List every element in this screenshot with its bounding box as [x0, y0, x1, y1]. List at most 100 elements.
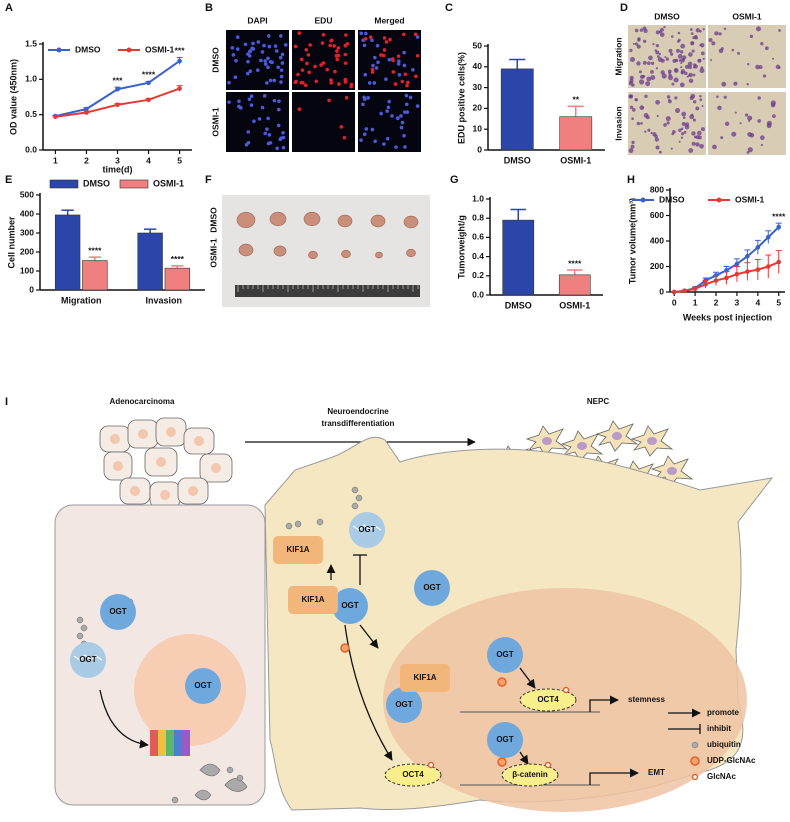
stained-cell	[684, 64, 690, 69]
cell-nucleus	[362, 43, 367, 48]
cell-nucleus	[268, 78, 273, 83]
cell-nucleus	[373, 139, 377, 144]
cell-nucleus	[413, 32, 418, 37]
cell-nucleus	[393, 82, 398, 86]
legend-label: GlcNAc	[707, 772, 736, 781]
stained-cell	[654, 137, 659, 142]
cell-nucleus	[396, 62, 401, 66]
ogt-protein	[185, 668, 221, 704]
stained-cell	[688, 74, 691, 77]
stained-cell	[677, 54, 683, 59]
row-label: Invasion	[613, 106, 623, 140]
cell-nucleus	[297, 107, 302, 111]
stained-cell	[680, 69, 686, 74]
stained-cell	[680, 62, 683, 65]
cell-nucleus	[414, 74, 418, 79]
stained-cell	[737, 51, 740, 55]
node-label: OGT	[358, 525, 375, 534]
cell-nucleus	[255, 68, 260, 73]
stained-cell	[691, 131, 696, 136]
cell-nucleus	[328, 43, 332, 48]
stained-cell	[680, 43, 686, 49]
data-point	[84, 110, 89, 115]
stained-cell	[702, 28, 705, 31]
data-point	[713, 278, 719, 283]
significance: ***	[175, 46, 186, 56]
cell-nucleus	[402, 50, 406, 55]
cell-nucleus	[266, 34, 271, 38]
stained-cell	[708, 37, 713, 42]
stained-cell	[677, 40, 680, 43]
glcnac	[427, 761, 435, 769]
stained-cell	[643, 28, 648, 33]
stained-cell	[682, 116, 686, 119]
cell-nucleus	[400, 79, 405, 84]
stained-cell	[644, 130, 647, 133]
stained-cell	[631, 117, 634, 121]
stained-cell	[747, 147, 753, 153]
cell-nucleus	[234, 58, 238, 63]
bar	[502, 219, 535, 296]
stained-cell	[663, 25, 666, 29]
cell-nucleus	[293, 44, 298, 49]
cell-nucleus	[235, 35, 240, 40]
column-label: DAPI	[247, 15, 267, 25]
ogt-protein	[487, 722, 523, 758]
stained-cell	[661, 73, 667, 79]
stained-cell	[690, 41, 695, 46]
stained-cell	[760, 143, 764, 147]
stained-cell	[700, 127, 705, 132]
cell-nucleus	[265, 127, 269, 131]
data-point	[692, 286, 698, 292]
row-label: OSMI-1	[210, 107, 220, 137]
cell-nucleus	[250, 46, 254, 51]
y-tick-label: 1.0	[472, 193, 484, 203]
stained-cell	[656, 115, 659, 118]
kif1a-protein	[273, 536, 323, 564]
stained-cell	[650, 69, 654, 74]
stained-cell	[686, 75, 689, 78]
y-axis-label: OD value (450nm)	[8, 59, 18, 135]
cell-nucleus	[384, 77, 388, 81]
stained-cell	[640, 122, 643, 125]
cell-nucleus	[227, 80, 231, 85]
data-point	[755, 267, 761, 272]
cell-nucleus	[294, 79, 298, 84]
cell-nucleus	[320, 41, 325, 45]
proteasome	[150, 730, 190, 756]
stained-cell	[714, 31, 719, 36]
micrograph	[708, 25, 786, 88]
cell-nucleus	[252, 119, 256, 124]
stained-cell	[778, 29, 781, 32]
diagram-transition: transdifferentiation	[322, 419, 395, 428]
data-point	[765, 264, 771, 269]
cell-nucleus	[281, 145, 286, 150]
x-axis-label: Weeks post injection	[683, 312, 772, 322]
stained-cell	[690, 32, 694, 35]
stained-cell	[652, 42, 655, 46]
node-label: OGT	[341, 601, 358, 610]
tumor	[273, 245, 287, 257]
column-label: Merged	[374, 15, 404, 25]
stained-cell	[663, 123, 667, 127]
y-axis-label: EDU positive cells(%)	[456, 52, 466, 144]
y-tick-label: 0.0	[472, 289, 484, 299]
cell-nucleus	[364, 127, 369, 131]
data-point	[745, 253, 750, 259]
cell-nucleus	[244, 142, 249, 147]
stained-cell	[682, 55, 687, 60]
stained-cell	[692, 118, 696, 122]
stained-cell	[684, 71, 688, 76]
cell-nucleus	[303, 83, 308, 88]
data-point	[745, 269, 750, 274]
stained-cell	[749, 132, 755, 138]
cell-nucleus	[362, 97, 367, 102]
significance: ****	[568, 258, 582, 268]
data-point	[115, 86, 120, 92]
cell-nucleus	[265, 81, 269, 85]
stained-cell	[691, 141, 696, 146]
stained-cell	[691, 113, 694, 117]
panel-letter: C	[445, 2, 453, 14]
cell-nucleus	[385, 136, 390, 141]
stained-cell	[688, 148, 694, 153]
